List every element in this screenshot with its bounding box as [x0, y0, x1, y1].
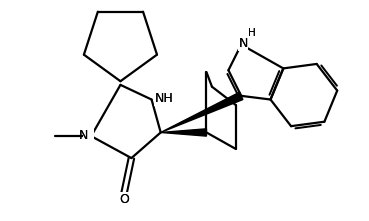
Text: NH: NH — [155, 92, 173, 105]
Text: NH: NH — [155, 92, 173, 105]
Text: H: H — [248, 28, 255, 38]
Text: N: N — [79, 129, 88, 142]
Text: NH: NH — [155, 92, 173, 105]
Text: O: O — [119, 193, 129, 206]
Polygon shape — [161, 129, 207, 136]
Text: N: N — [238, 37, 248, 50]
Text: N: N — [79, 129, 88, 142]
Text: O: O — [119, 193, 129, 206]
Text: O: O — [119, 193, 129, 206]
Text: N: N — [238, 37, 248, 50]
Text: N: N — [83, 129, 93, 142]
Text: N: N — [238, 37, 248, 50]
Polygon shape — [161, 92, 243, 132]
Text: H: H — [248, 28, 255, 38]
